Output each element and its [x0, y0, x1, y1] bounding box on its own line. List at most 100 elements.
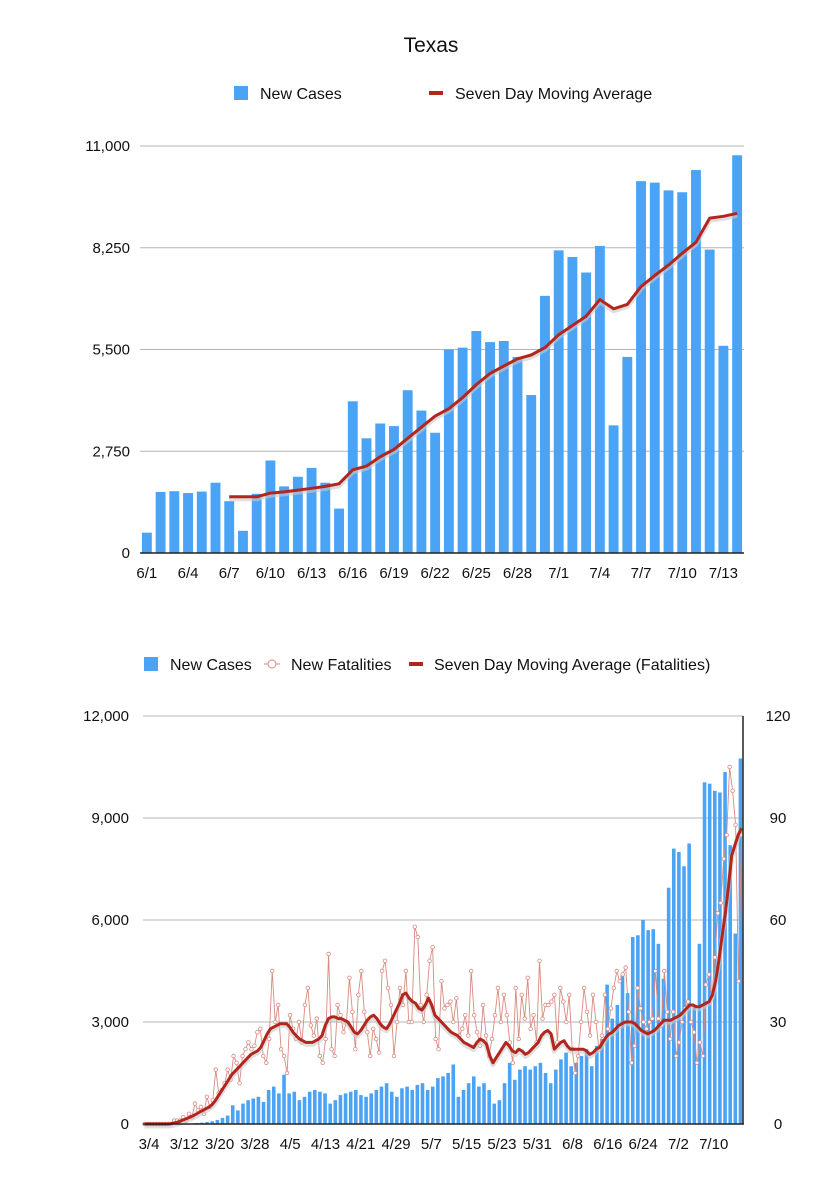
chart-2-bar — [333, 1100, 338, 1124]
chart-2-fatality-point — [341, 1029, 346, 1035]
chart-1-x-tick-label: 6/1 — [136, 565, 157, 582]
chart-1-bar — [622, 356, 633, 553]
chart-2-fatality-point — [246, 1040, 251, 1045]
chart-2-fatality-point — [362, 1009, 367, 1014]
chart-2-bar — [630, 937, 635, 1124]
chart-2-legend: New Cases New Fatalities Seven Day Movin… — [144, 657, 710, 674]
chart-1-x-tick-label: 6/22 — [421, 565, 450, 582]
chart-2-bar — [728, 845, 732, 1124]
chart-2-x-tick-label: 7/10 — [699, 1136, 728, 1153]
chart-1-bar — [320, 482, 331, 553]
chart-2-fatality-point — [385, 985, 391, 991]
chart-2-fatality-point — [448, 999, 453, 1004]
chart-2-fatality-point — [507, 1040, 513, 1045]
chart-2-x-tick-label: 3/12 — [170, 1136, 199, 1153]
chart-2-bar — [410, 1090, 415, 1124]
chart-2-bar — [420, 1083, 425, 1124]
chart-2-fatality-point — [620, 972, 625, 977]
chart-2-fatality-point — [647, 1019, 652, 1025]
chart-2-bar — [682, 866, 686, 1124]
chart-2-bar — [282, 1074, 286, 1124]
chart-2-fatality-point — [572, 1070, 578, 1076]
chart-2-fatality-point — [608, 1006, 614, 1011]
chart-2-bar — [533, 1066, 538, 1124]
chart-2-bar — [430, 1086, 435, 1124]
chart-1-x-tick-label: 7/7 — [631, 565, 652, 582]
chart-2-bar — [266, 1090, 271, 1124]
chart-2-right-tick-label: 90 — [770, 810, 787, 827]
chart-2-fatality-point — [638, 1006, 643, 1011]
chart-2-bar — [307, 1091, 312, 1124]
chart-2-fatality-point — [445, 1002, 450, 1008]
chart-2-fatality-point — [225, 1067, 230, 1072]
chart-2-fatality-point — [611, 985, 616, 991]
chart-2-fatality-point — [252, 1043, 257, 1048]
chart-2-bar — [733, 933, 738, 1124]
chart-2-bar — [205, 1121, 209, 1124]
chart-1-bar — [402, 390, 413, 553]
chart-2-right-tick-label: 30 — [770, 1014, 787, 1031]
chart-2-bar — [287, 1093, 291, 1124]
chart-2-bar — [502, 1083, 507, 1124]
chart-2-left-tick-label: 6,000 — [91, 912, 129, 929]
chart-2: New Cases New Fatalities Seven Day Movin… — [83, 657, 791, 1153]
chart-2-bar — [548, 1083, 553, 1124]
chart-2-fatality-point — [537, 958, 542, 963]
chart-2-bar — [646, 930, 650, 1124]
chart-2-fatality-point — [296, 1019, 302, 1025]
chart-2-x-tick-label: 6/8 — [562, 1136, 583, 1153]
chart-2-fatality-point — [718, 900, 723, 906]
chart-2-fatality-point — [668, 1036, 673, 1042]
chart-2-fatality-point — [584, 1009, 590, 1014]
chart-1-bar — [389, 426, 399, 553]
chart-2-x-axis-ticks: 3/4 3/12 3/20 3/28 4/5 4/13 4/21 4/29 5/7 5/15 5/2… — [139, 1136, 729, 1153]
chart-2-fatality-point — [353, 1046, 358, 1052]
chart-2-fatality-point — [370, 1026, 376, 1031]
chart-2-fatality-point — [466, 1033, 471, 1038]
chart-1-bar — [169, 491, 180, 553]
chart-2-fatality-point — [516, 1036, 521, 1042]
chart-1-bar — [375, 423, 386, 553]
chart-2-fatality-point — [706, 972, 712, 977]
chart-2-bar — [507, 1062, 512, 1124]
chart-2-bar — [302, 1096, 307, 1124]
chart-2-fatality-point — [231, 1053, 236, 1059]
chart-2-fatality-point — [676, 1040, 682, 1045]
chart-2-fatality-point — [641, 1019, 646, 1025]
chart-1-bar — [210, 482, 221, 553]
chart-2-fatality-point — [418, 1002, 423, 1008]
chart-2-bar — [615, 1005, 620, 1124]
chart-2-bar — [518, 1069, 522, 1124]
chart-2-bar — [589, 1066, 594, 1124]
chart-2-x-tick-label: 5/31 — [523, 1136, 552, 1153]
chart-2-fatality-point — [460, 1026, 465, 1031]
chart-2-fatality-point — [721, 856, 726, 861]
chart-2-fatality-point — [376, 1050, 382, 1055]
chart-1-bar — [540, 295, 550, 553]
chart-2-fatality-point — [564, 1019, 569, 1025]
chart-2-fatality-point — [255, 1029, 260, 1035]
chart-1-x-tick-label: 7/4 — [589, 565, 610, 582]
chart-2-fatality-point — [495, 985, 501, 991]
chart-2-fatality-point — [186, 1111, 192, 1116]
chart-2-fatality-point — [736, 979, 741, 984]
chart-2-bar — [359, 1095, 363, 1124]
chart-2-fatality-point — [549, 999, 554, 1004]
chart-2-fatality-point — [427, 958, 432, 963]
chart-1-bar — [265, 460, 276, 553]
legend-new-cases-swatch-2 — [144, 657, 158, 671]
chart-2-fatality-point — [373, 1036, 379, 1042]
chart-2-fatality-point — [314, 1016, 319, 1021]
chart-1-y-tick-label: 5,500 — [92, 342, 130, 359]
chart-2-fatality-point — [237, 1080, 242, 1086]
chart-2-fatality-point — [382, 958, 388, 963]
chart-1-bar — [594, 245, 605, 553]
chart-2-x-tick-label: 3/28 — [240, 1136, 269, 1153]
chart-2-fatality-point — [662, 968, 667, 974]
chart-1-x-tick-label: 6/28 — [503, 565, 532, 582]
legend-new-cases-swatch — [234, 86, 248, 100]
chart-2-fatality-point — [653, 968, 658, 974]
chart-2-bar — [569, 1066, 573, 1124]
chart-1-bar — [416, 410, 427, 553]
